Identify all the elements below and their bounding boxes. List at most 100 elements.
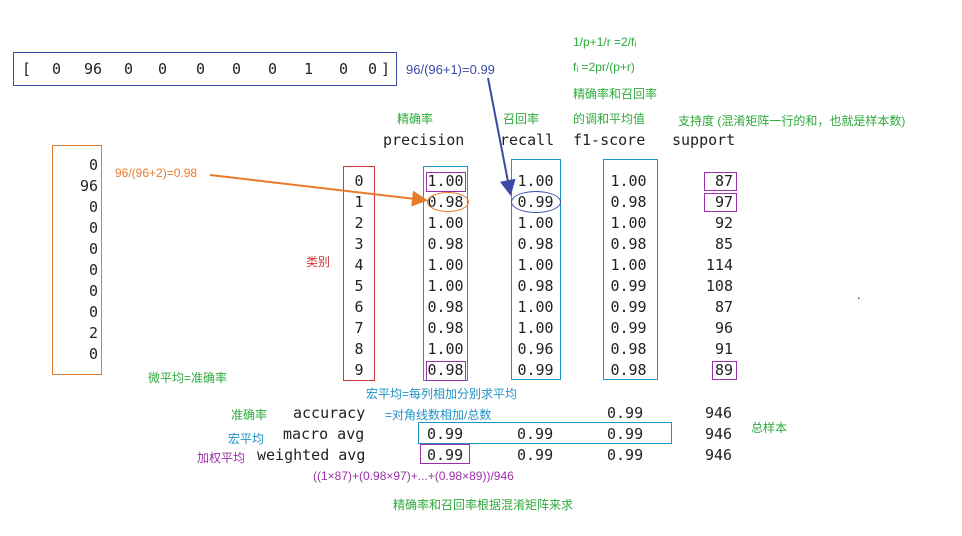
recall-value: 0.98	[517, 277, 554, 295]
support-value: 108	[705, 277, 733, 295]
f1-value: 0.98	[610, 340, 647, 358]
recall-value: 0.96	[517, 340, 554, 358]
recall-calc-note: 96/(96+1)=0.99	[406, 62, 495, 77]
accuracy-desc: =对角线数相加/总数	[385, 408, 492, 422]
left-column-value: 0	[88, 240, 98, 258]
weighted-formula: ((1×87)+(0.98×97)+...+(0.98×89))/946	[313, 469, 514, 483]
support-value: 97	[714, 193, 733, 211]
precision-value: 1.00	[427, 172, 464, 190]
f1-value: 0.99	[610, 298, 647, 316]
support-value: 87	[714, 172, 733, 190]
recall-value: 1.00	[517, 214, 554, 232]
top-vector-value: 0	[268, 60, 278, 78]
class-label: 1	[354, 193, 364, 211]
precision-1-oval	[427, 192, 469, 212]
class-label: 7	[354, 319, 364, 337]
top-vector-value: 0	[158, 60, 168, 78]
top-vector-box	[13, 52, 397, 86]
f1-value: 0.98	[610, 361, 647, 379]
left-column-value: 0	[88, 156, 98, 174]
class-label: 6	[354, 298, 364, 316]
top-vector-value: 0	[368, 60, 378, 78]
precision-value: 1.00	[427, 277, 464, 295]
macro-avg-box	[418, 422, 672, 444]
precision-value: 0.98	[427, 298, 464, 316]
macro-avg-desc: 宏平均=每列相加分别求平均	[366, 387, 518, 401]
recall-value: 1.00	[517, 319, 554, 337]
class-label: 4	[354, 256, 364, 274]
top-vector-open-bracket: [	[22, 60, 32, 78]
precision-cn-label: 精确率	[397, 112, 434, 126]
f1-value: 0.98	[610, 235, 647, 253]
accuracy-label: accuracy	[293, 404, 366, 422]
support-9-highlight	[712, 361, 737, 380]
top-vector-value: 0	[196, 60, 206, 78]
f1-column-box	[603, 159, 658, 380]
f1-formula-2: fᵢ =2pr/(p+r)	[573, 60, 635, 74]
left-column-value: 0	[88, 198, 98, 216]
recall-value: 1.00	[517, 298, 554, 316]
left-column-value: 0	[88, 345, 98, 363]
weighted-avg-label: weighted avg	[257, 446, 366, 464]
precision-value: 0.98	[427, 235, 464, 253]
accuracy-support: 946	[705, 404, 733, 422]
support-value: 85	[714, 235, 733, 253]
weighted-cn-label: 加权平均	[197, 451, 246, 465]
f1-value: 0.99	[610, 277, 647, 295]
recall-column-box	[511, 159, 561, 380]
support-value: 89	[714, 361, 733, 379]
left-column-value: 0	[88, 261, 98, 279]
macro-cn-label: 宏平均	[228, 432, 265, 446]
weighted-avg-precision: 0.99	[427, 446, 464, 464]
top-vector-value: 0	[232, 60, 242, 78]
weighted-avg-support: 946	[705, 446, 733, 464]
f1-value: 0.98	[610, 193, 647, 211]
f1-value: 1.00	[610, 214, 647, 232]
recall-1-oval	[511, 191, 561, 213]
left-column-values: 0 96 0 0 0 0 0 0 2 0	[52, 155, 98, 365]
weighted-precision-highlight	[420, 444, 470, 464]
recall-value: 1.00	[517, 172, 554, 190]
precision-arrow	[209, 174, 428, 207]
class-label: 3	[354, 235, 364, 253]
support-cn-label: 支持度 (混淆矩阵一行的和，也就是样本数)	[678, 114, 906, 128]
support-value: 87	[714, 298, 733, 316]
left-column-value: 0	[88, 219, 98, 237]
left-column-box	[52, 145, 102, 375]
bottom-note: 精确率和召回率根据混淆矩阵来求	[393, 498, 574, 512]
header-f1: f1-score	[573, 131, 646, 149]
support-value: 96	[714, 319, 733, 337]
recall-value: 1.00	[517, 256, 554, 274]
accuracy-cn-label: 准确率	[231, 408, 268, 422]
recall-value: 0.98	[517, 235, 554, 253]
support-1-highlight	[704, 193, 737, 212]
top-vector-value: 0	[52, 60, 62, 78]
support-value: 91	[714, 340, 733, 358]
class-label: 9	[354, 361, 364, 379]
f1-formula-1: 1/p+1/r =2/fᵢ	[573, 35, 637, 49]
macro-avg-label: macro avg	[283, 425, 365, 443]
top-vector-value: 0	[124, 60, 134, 78]
f1-desc-2: 的调和平均值	[573, 112, 646, 126]
recall-value: 0.99	[517, 361, 554, 379]
stray-dot: .	[857, 287, 861, 302]
top-vector-close-bracket: ]	[381, 60, 391, 78]
f1-value: 1.00	[610, 172, 647, 190]
header-precision: precision	[383, 131, 465, 149]
precision-value: 1.00	[427, 340, 464, 358]
support-value: 92	[714, 214, 733, 232]
precision-0-highlight	[426, 172, 466, 192]
f1-value: 1.00	[610, 256, 647, 274]
f1-value: 0.99	[610, 319, 647, 337]
precision-calc-note: 96/(96+2)=0.98	[115, 166, 198, 180]
class-label: 5	[354, 277, 364, 295]
recall-cn-label: 召回率	[503, 112, 540, 126]
class-cn-label: 类别	[306, 255, 331, 269]
precision-value: 1.00	[427, 256, 464, 274]
weighted-avg-f1: 0.99	[607, 446, 644, 464]
left-column-value: 0	[88, 303, 98, 321]
left-column-value: 0	[88, 282, 98, 300]
class-label: 8	[354, 340, 364, 358]
support-value: 114	[705, 256, 733, 274]
precision-9-highlight	[426, 361, 466, 381]
